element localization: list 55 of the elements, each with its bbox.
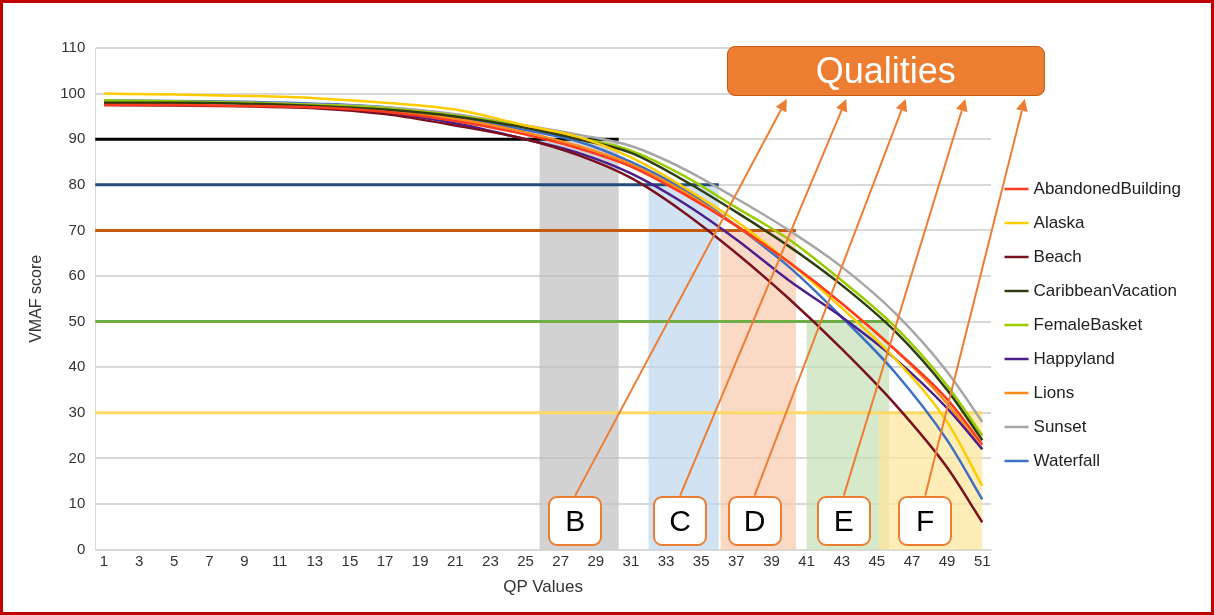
band-label: F	[898, 495, 953, 546]
legend-label: Sunset	[1033, 416, 1087, 436]
x-tick-label: 15	[341, 551, 359, 569]
band-label: D	[727, 495, 782, 546]
x-tick-label: 5	[170, 551, 179, 569]
x-tick-label: 23	[482, 551, 499, 569]
y-tick-label: 20	[68, 448, 86, 466]
legend-label: CaribbeanVacation	[1033, 280, 1177, 300]
y-tick-label: 70	[68, 220, 86, 238]
legend-label: Happyland	[1033, 348, 1115, 368]
x-tick-label: 45	[868, 551, 886, 569]
x-tick-label: 25	[517, 551, 534, 569]
x-tick-label: 39	[763, 551, 780, 569]
x-tick-label: 51	[973, 551, 991, 569]
x-tick-label: 49	[938, 551, 956, 569]
x-tick-label: 21	[446, 551, 464, 569]
legend-label: FemaleBasket	[1033, 314, 1143, 334]
y-axis-title: VMAF score	[27, 254, 45, 343]
y-tick-label: 60	[68, 266, 86, 284]
band-label: B	[548, 495, 603, 546]
x-tick-label: 1	[99, 551, 109, 569]
x-tick-label: 41	[798, 551, 815, 569]
x-tick-label: 17	[376, 551, 394, 569]
legend-label: Alaska	[1033, 212, 1086, 232]
y-tick-label: 110	[61, 38, 86, 56]
y-tick-label: 50	[68, 311, 86, 329]
band-label: E	[816, 495, 871, 546]
x-tick-label: 3	[134, 551, 144, 569]
y-tick-label: 90	[68, 129, 86, 147]
legend-label: Lions	[1033, 382, 1075, 402]
y-tick-label: 0	[76, 539, 86, 557]
x-tick-label: 31	[622, 551, 640, 569]
x-tick-label: 33	[657, 551, 675, 569]
y-tick-label: 100	[60, 83, 86, 101]
x-tick-label: 43	[833, 551, 851, 569]
x-tick-label: 29	[587, 551, 605, 569]
x-tick-label: 13	[306, 551, 324, 569]
x-tick-label: 11	[271, 551, 288, 569]
y-tick-label: 40	[68, 357, 86, 375]
x-tick-label: 19	[411, 551, 429, 569]
band-label: C	[653, 495, 708, 546]
y-tick-label: 30	[68, 402, 86, 420]
y-tick-label: 10	[68, 494, 86, 512]
callout-box: Qualities	[726, 46, 1045, 96]
x-tick-label: 47	[903, 551, 921, 569]
x-tick-label: 37	[728, 551, 745, 569]
x-tick-label: 9	[240, 551, 249, 569]
x-axis-title: QP Values	[503, 577, 583, 597]
y-tick-label: 80	[68, 174, 86, 192]
legend-label: Beach	[1033, 246, 1082, 266]
x-tick-label: 7	[205, 551, 214, 569]
x-tick-label: 27	[552, 551, 570, 569]
legend-label: AbandonedBuilding	[1033, 178, 1182, 198]
x-tick-label: 35	[692, 551, 710, 569]
legend-label: Waterfall	[1033, 450, 1100, 470]
